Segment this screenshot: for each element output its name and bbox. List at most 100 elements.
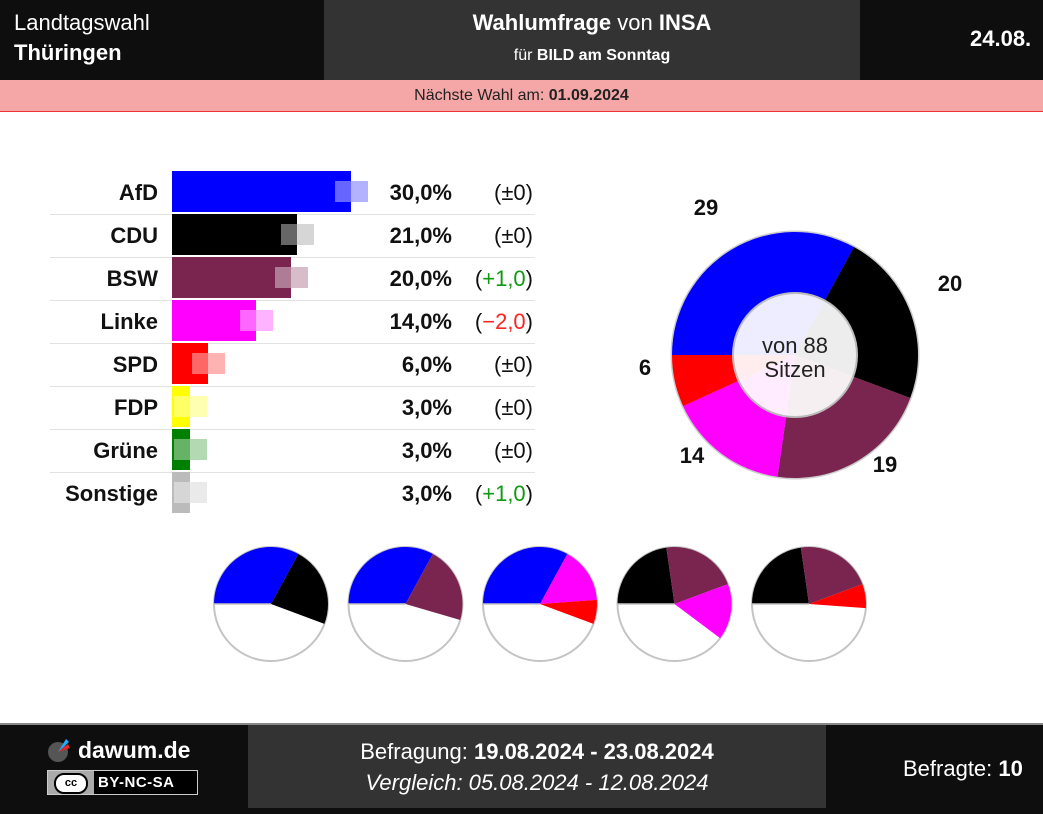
license-text: BY-NC-SA xyxy=(98,774,175,791)
logo-text[interactable]: dawum.de xyxy=(78,737,191,763)
poll-title-word: Wahlumfrage xyxy=(472,10,612,35)
bar xyxy=(172,300,256,341)
party-label: FDP xyxy=(114,395,158,420)
respondents-value: 10 xyxy=(998,756,1023,781)
change-value: +1,0 xyxy=(482,481,526,506)
previous-value-marker xyxy=(297,224,315,245)
value-label: 3,0% xyxy=(401,481,452,506)
previous-value-marker xyxy=(351,181,369,202)
branding: dawum.de cc BY-NC-SA xyxy=(0,725,248,814)
seat-label: 20 xyxy=(938,271,962,296)
coalition-slice-bsw xyxy=(405,553,463,621)
client-name: BILD am Sonntag xyxy=(536,47,671,64)
coalition-slice-spd xyxy=(540,599,597,624)
change-value: ±0 xyxy=(501,180,526,205)
party-label: BSW xyxy=(106,266,158,291)
bar xyxy=(172,214,298,255)
poll-client-line: für BILD am Sonntag xyxy=(324,47,860,65)
coalition-slice-cdu xyxy=(752,547,809,604)
cc-icon: cc xyxy=(54,773,88,794)
bar xyxy=(172,343,208,384)
previous-value-marker xyxy=(281,224,298,245)
value-label: 3,0% xyxy=(401,395,452,420)
previous-value-marker xyxy=(173,482,190,503)
respondents-box: Befragte: 10 xyxy=(826,725,1043,814)
license-badge[interactable]: cc BY-NC-SA xyxy=(47,770,198,795)
coalition-slice-linke xyxy=(674,584,732,639)
previous-value-marker xyxy=(291,267,309,288)
coalition-slice-cdu xyxy=(271,553,328,624)
coalition-slice-cdu xyxy=(617,547,675,604)
previous-value-marker xyxy=(255,310,273,331)
bar xyxy=(172,257,292,298)
party-label: CDU xyxy=(110,223,158,248)
change-label: (±0) xyxy=(494,180,533,205)
client-prefix: für xyxy=(513,47,537,64)
previous-value-marker xyxy=(173,396,190,417)
publish-date-box: 24.08. xyxy=(860,0,1043,80)
bar-row: BSW 20,0% (+1,0) xyxy=(50,257,535,301)
previous-value-marker xyxy=(239,310,256,331)
change-label: (+1,0) xyxy=(474,266,533,291)
survey-period: Befragung: 19.08.2024 - 23.08.2024 xyxy=(248,739,826,765)
coalition-pie xyxy=(482,546,598,662)
survey-label: Befragung: xyxy=(360,739,474,764)
next-election-bar: Nächste Wahl am: 01.09.2024 xyxy=(0,80,1043,112)
coalition-slice-bsw xyxy=(666,547,728,604)
value-label: 3,0% xyxy=(401,438,452,463)
change-value: +1,0 xyxy=(482,266,526,291)
bar-row: Linke 14,0% (−2,0) xyxy=(50,300,535,344)
party-label: Grüne xyxy=(93,438,158,463)
institute-name: INSA xyxy=(658,10,712,35)
previous-value-marker xyxy=(189,482,207,503)
value-label: 21,0% xyxy=(389,223,452,248)
coalition-charts xyxy=(213,546,867,662)
seat-label: 6 xyxy=(639,355,651,380)
next-election-label: Nächste Wahl am: xyxy=(414,87,549,104)
value-label: 6,0% xyxy=(401,352,452,377)
change-label: (±0) xyxy=(494,223,533,248)
header: Landtagswahl Thüringen Wahlumfrage von I… xyxy=(0,0,1043,80)
next-election-date: 01.09.2024 xyxy=(548,87,629,104)
publish-date: 24.08. xyxy=(970,26,1032,51)
previous-value-marker xyxy=(189,396,207,417)
coalition-slice-spd xyxy=(809,584,867,609)
compare-period: Vergleich: 05.08.2024 - 12.08.2024 xyxy=(365,770,709,795)
previous-value-marker xyxy=(173,439,190,460)
value-label: 14,0% xyxy=(389,309,452,334)
bar-row: Sonstige 3,0% (+1,0) xyxy=(50,472,535,515)
previous-value-marker xyxy=(207,353,225,374)
coalition-pie xyxy=(616,546,733,662)
coalition-slice-bsw xyxy=(800,547,863,604)
change-label: (±0) xyxy=(494,438,533,463)
seat-label: 19 xyxy=(873,452,897,477)
value-label: 20,0% xyxy=(389,266,452,291)
poll-title-von: von xyxy=(611,10,659,35)
change-label: (±0) xyxy=(494,395,533,420)
footer: dawum.de cc BY-NC-SA Befragung: 19.08.20… xyxy=(0,723,1043,814)
coalition-slice-linke xyxy=(540,553,597,604)
election-state: Thüringen xyxy=(14,40,122,65)
donut-center-text: Sitzen xyxy=(764,357,825,382)
coalition-slice-afd xyxy=(214,547,299,604)
coalition-pie xyxy=(751,546,867,662)
change-value: ±0 xyxy=(501,352,526,377)
bar-row: CDU 21,0% (±0) xyxy=(50,214,535,258)
bar-row: Grüne 3,0% (±0) xyxy=(50,429,535,473)
previous-value-marker xyxy=(275,267,292,288)
election-title: Landtagswahl Thüringen xyxy=(0,0,324,80)
value-label: 30,0% xyxy=(389,180,452,205)
previous-value-marker xyxy=(189,439,207,460)
bar xyxy=(172,386,190,427)
seat-label: 14 xyxy=(680,443,705,468)
bar-row: FDP 3,0% (±0) xyxy=(50,386,535,430)
change-value: ±0 xyxy=(501,223,526,248)
change-label: (+1,0) xyxy=(474,481,533,506)
party-label: Linke xyxy=(100,309,158,334)
bar-row: SPD 6,0% (±0) xyxy=(50,343,535,387)
previous-value-marker xyxy=(191,353,208,374)
survey-period-box: Befragung: 19.08.2024 - 23.08.2024 Vergl… xyxy=(248,725,826,808)
coalition-slice-afd xyxy=(348,547,433,604)
party-label: Sonstige xyxy=(65,481,158,506)
